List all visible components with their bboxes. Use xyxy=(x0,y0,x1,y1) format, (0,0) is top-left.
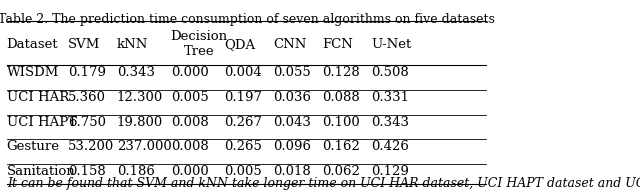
Text: 0.197: 0.197 xyxy=(225,91,262,104)
Text: 0.018: 0.018 xyxy=(273,165,311,178)
Text: 0.005: 0.005 xyxy=(225,165,262,178)
Text: 0.331: 0.331 xyxy=(371,91,410,104)
Text: 0.128: 0.128 xyxy=(323,66,360,79)
Text: SVM: SVM xyxy=(68,38,100,51)
Text: 19.800: 19.800 xyxy=(117,116,163,129)
Text: 12.300: 12.300 xyxy=(117,91,163,104)
Text: Dataset: Dataset xyxy=(7,38,58,51)
Text: 0.008: 0.008 xyxy=(171,116,209,129)
Text: 0.000: 0.000 xyxy=(171,66,209,79)
Text: QDA: QDA xyxy=(225,38,255,51)
Text: 0.096: 0.096 xyxy=(273,141,312,153)
Text: 0.343: 0.343 xyxy=(117,66,155,79)
Text: 0.162: 0.162 xyxy=(323,141,360,153)
Text: 0.055: 0.055 xyxy=(273,66,311,79)
Text: 0.000: 0.000 xyxy=(171,165,209,178)
Text: Gesture: Gesture xyxy=(7,141,60,153)
Text: FCN: FCN xyxy=(323,38,353,51)
Text: 237.000: 237.000 xyxy=(117,141,172,153)
Text: Sanitation: Sanitation xyxy=(7,165,76,178)
Text: 0.088: 0.088 xyxy=(323,91,360,104)
Text: 0.186: 0.186 xyxy=(117,165,155,178)
Text: 53.200: 53.200 xyxy=(68,141,114,153)
Text: 0.158: 0.158 xyxy=(68,165,106,178)
Text: Decision
Tree: Decision Tree xyxy=(171,30,228,58)
Text: kNN: kNN xyxy=(117,38,148,51)
Text: 0.508: 0.508 xyxy=(371,66,409,79)
Text: 0.179: 0.179 xyxy=(68,66,106,79)
Text: 0.062: 0.062 xyxy=(323,165,360,178)
Text: 0.129: 0.129 xyxy=(371,165,409,178)
Text: Table 2. The prediction time consumption of seven algorithms on five datasets: Table 2. The prediction time consumption… xyxy=(0,13,495,26)
Text: 0.100: 0.100 xyxy=(323,116,360,129)
Text: 0.426: 0.426 xyxy=(371,141,409,153)
Text: 0.005: 0.005 xyxy=(171,91,209,104)
Text: 6.750: 6.750 xyxy=(68,116,106,129)
Text: It can be found that SVM and kNN take longer time on UCI HAR dataset, UCI HAPT d: It can be found that SVM and kNN take lo… xyxy=(7,177,640,190)
Text: 0.036: 0.036 xyxy=(273,91,312,104)
Text: 0.008: 0.008 xyxy=(171,141,209,153)
Text: 0.265: 0.265 xyxy=(225,141,262,153)
Text: UCI HAR: UCI HAR xyxy=(7,91,69,104)
Text: CNN: CNN xyxy=(273,38,307,51)
Text: U-Net: U-Net xyxy=(371,38,412,51)
Text: 0.343: 0.343 xyxy=(371,116,410,129)
Text: 0.267: 0.267 xyxy=(225,116,262,129)
Text: UCI HAPT: UCI HAPT xyxy=(7,116,77,129)
Text: 0.043: 0.043 xyxy=(273,116,311,129)
Text: 0.004: 0.004 xyxy=(225,66,262,79)
Text: WISDM: WISDM xyxy=(7,66,59,79)
Text: 5.360: 5.360 xyxy=(68,91,106,104)
